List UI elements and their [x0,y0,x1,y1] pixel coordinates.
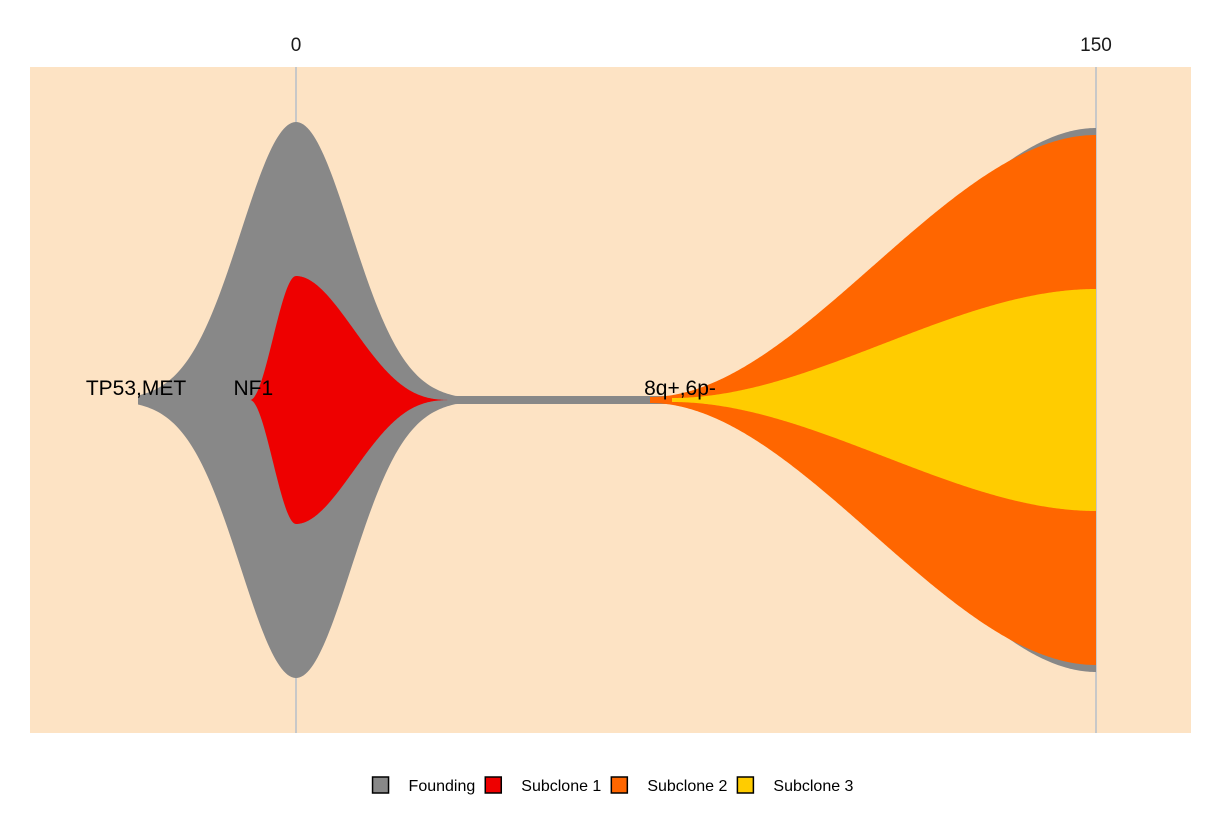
clone-shapes [138,122,1096,678]
legend-swatch-1 [484,776,503,794]
legend: Founding Subclone 1 Subclone 2 Subclone 3 [371,776,854,795]
annotation-0: TP53,MET [86,377,187,400]
x-tick-label-0: 0 [291,35,302,56]
legend-swatch-2 [610,776,629,794]
legend-label-1: Subclone 1 [521,778,601,795]
annotation-2: 8q+,6p- [644,377,716,400]
legend-label-3: Subclone 3 [773,778,853,795]
legend-swatch-0 [371,776,390,794]
clone-subclone-3 [672,289,1096,511]
legend-label-0: Founding [409,778,476,795]
clone-founding [138,122,1096,678]
legend-swatch-3 [736,776,755,794]
annotation-1: NF1 [233,377,273,400]
x-tick-label-150: 150 [1080,35,1112,56]
clone-subclone-1 [250,276,456,524]
x-tick-labels: 0 150 [291,35,1112,56]
legend-label-2: Subclone 2 [647,778,727,795]
mutation-annotations: TP53,MET NF1 8q+,6p- [86,377,716,400]
